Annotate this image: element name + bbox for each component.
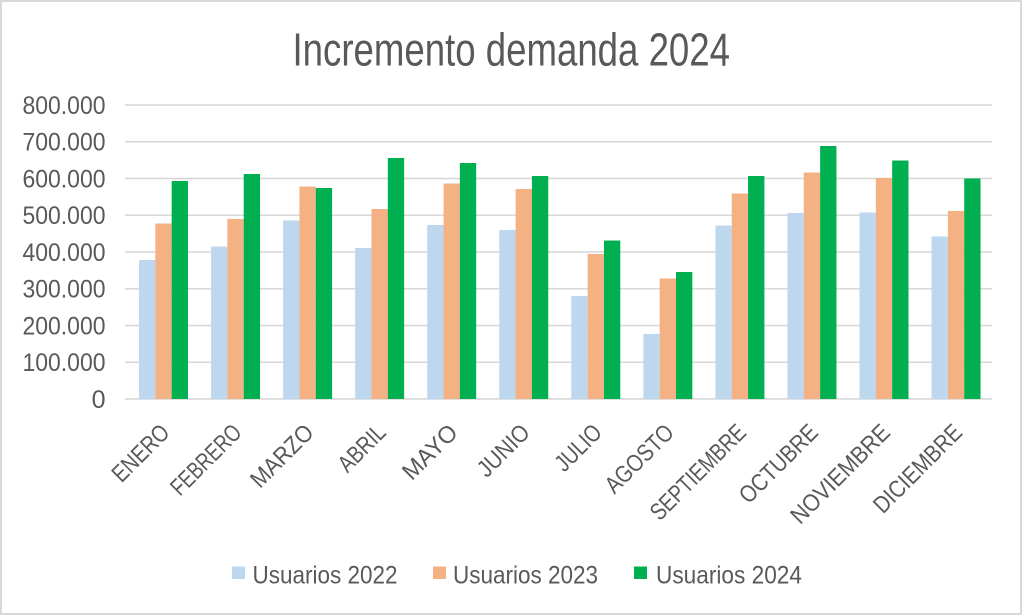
svg-text:700.000: 700.000 [23,129,106,157]
svg-text:500.000: 500.000 [23,202,106,230]
svg-text:Usuarios 2024: Usuarios 2024 [656,561,802,589]
svg-text:800.000: 800.000 [23,92,106,120]
svg-text:Incremento demanda 2024: Incremento demanda 2024 [293,24,731,76]
svg-text:Usuarios 2022: Usuarios 2022 [253,561,398,589]
svg-text:300.000: 300.000 [23,276,106,304]
svg-text:400.000: 400.000 [23,239,106,267]
svg-text:0: 0 [92,386,106,414]
svg-text:Usuarios 2023: Usuarios 2023 [453,561,598,589]
svg-text:600.000: 600.000 [23,165,106,193]
svg-text:100.000: 100.000 [23,349,106,377]
svg-text:200.000: 200.000 [23,312,106,340]
